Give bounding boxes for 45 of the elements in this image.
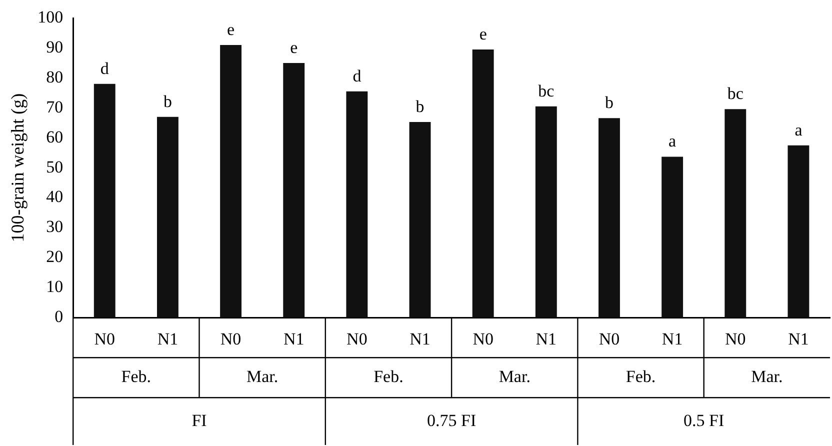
data-label: b [163,92,172,111]
data-label: b [604,93,614,112]
x-tick-label: N0 [472,329,494,348]
x-tick-label: N1 [157,329,178,348]
text: 0.5 FI [684,410,724,430]
text: Feb. [121,367,152,386]
x-tick-label: N0 [598,329,620,348]
y-tick-label: 60 [46,127,64,146]
x-tick-label: N1 [283,329,304,348]
text: Feb. [374,367,404,386]
x-tick-label: N0 [724,329,746,348]
data-label: a [794,120,803,140]
y-tick-label: 100 [38,7,64,26]
text: Mar. [246,367,278,386]
data-label: bc [538,81,555,100]
y-tick-label: 70 [46,97,64,116]
y-tick-label: 0 [54,307,64,326]
text: FI [192,410,208,430]
text: Mar. [498,367,530,386]
data-label: e [479,24,487,44]
y-tick-label: 50 [46,157,64,176]
text: 0.75 FI [426,410,476,430]
x-tick-label: N1 [788,329,809,348]
data-label: d [352,66,362,86]
y-tick-label: 40 [46,187,64,206]
data-label: e [227,20,235,39]
y-axis-title: 100-grain weight (g) [8,93,28,242]
x-tick-label: N1 [410,329,430,348]
x-tick-label: N0 [346,329,368,348]
data-label: e [290,38,298,57]
data-label: bc [727,84,744,104]
data-label: d [100,58,110,78]
x-tick-label: N1 [536,329,557,348]
y-tick-label: 80 [46,67,64,86]
y-tick-label: 10 [46,277,64,296]
text: Mar. [751,367,783,386]
x-tick-label: N0 [94,329,116,348]
data-label: a [668,132,677,151]
data-label: b [416,96,424,116]
y-tick-label: 30 [46,217,64,236]
y-tick-label: 90 [46,37,64,56]
x-tick-label: N1 [662,329,683,348]
y-tick-label: 20 [46,247,64,266]
x-tick-label: N0 [220,329,242,348]
text: Feb. [626,367,656,386]
